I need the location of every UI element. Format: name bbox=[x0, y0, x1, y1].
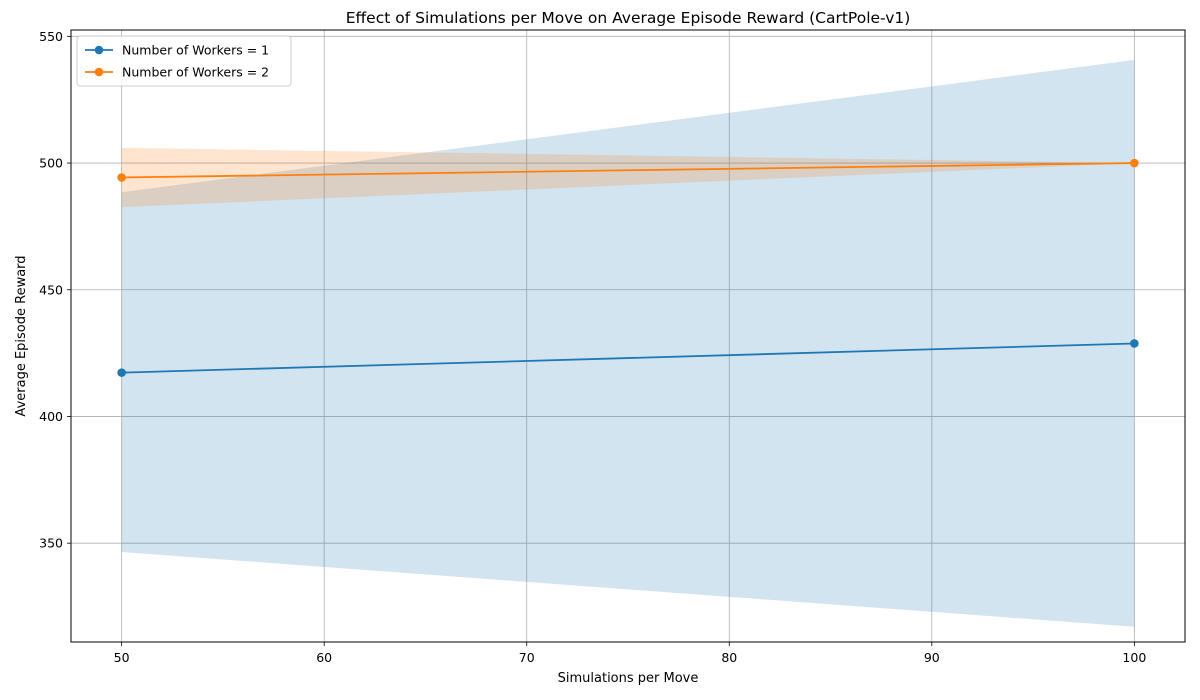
confidence-bands bbox=[121, 59, 1135, 627]
series-lines bbox=[117, 158, 1139, 377]
data-point bbox=[1130, 158, 1139, 168]
legend-box bbox=[76, 35, 292, 87]
legend-entry-label: Number of Workers = 1 bbox=[122, 43, 269, 58]
chart-title: Effect of Simulations per Move on Averag… bbox=[346, 9, 911, 27]
data-point bbox=[117, 368, 126, 377]
y-axis-label: Average Episode Reward bbox=[14, 255, 29, 416]
axis-ticks: 50 60 70 80 90 100 350 400 450 500 550 bbox=[39, 29, 1146, 665]
legend-swatch-marker bbox=[94, 45, 104, 55]
data-point bbox=[117, 173, 126, 182]
plot-frame bbox=[70, 29, 1186, 643]
y-tick-label: 350 bbox=[39, 536, 63, 551]
x-tick-label: 70 bbox=[519, 650, 535, 665]
x-tick-label: 60 bbox=[316, 650, 332, 665]
legend-entry-label: Number of Workers = 2 bbox=[122, 65, 269, 80]
confidence-band bbox=[121, 59, 1135, 627]
legend: Number of Workers = 1 Number of Workers =… bbox=[76, 35, 292, 87]
grid bbox=[71, 30, 1185, 642]
series-line bbox=[121, 342, 1135, 374]
y-tick-label: 400 bbox=[39, 409, 63, 424]
y-tick-label: 450 bbox=[39, 282, 63, 297]
x-tick-label: 90 bbox=[924, 650, 940, 665]
series-line bbox=[121, 162, 1135, 179]
plot-background bbox=[71, 30, 1185, 642]
y-tick-label: 550 bbox=[39, 29, 63, 44]
y-tick-label: 500 bbox=[39, 156, 63, 171]
x-tick-label: 50 bbox=[114, 650, 130, 665]
x-axis-label: Simulations per Move bbox=[558, 671, 699, 686]
confidence-band bbox=[121, 147, 1135, 208]
data-point bbox=[1130, 339, 1139, 348]
x-tick-label: 100 bbox=[1122, 650, 1146, 665]
x-tick-label: 80 bbox=[721, 650, 737, 665]
legend-swatch-marker bbox=[94, 67, 104, 77]
